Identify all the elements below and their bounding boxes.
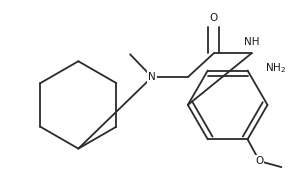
Text: O: O [210,12,218,22]
Text: N: N [148,72,156,82]
Text: O: O [256,156,264,166]
Text: NH$_2$: NH$_2$ [266,62,287,75]
Text: NH: NH [244,37,259,47]
